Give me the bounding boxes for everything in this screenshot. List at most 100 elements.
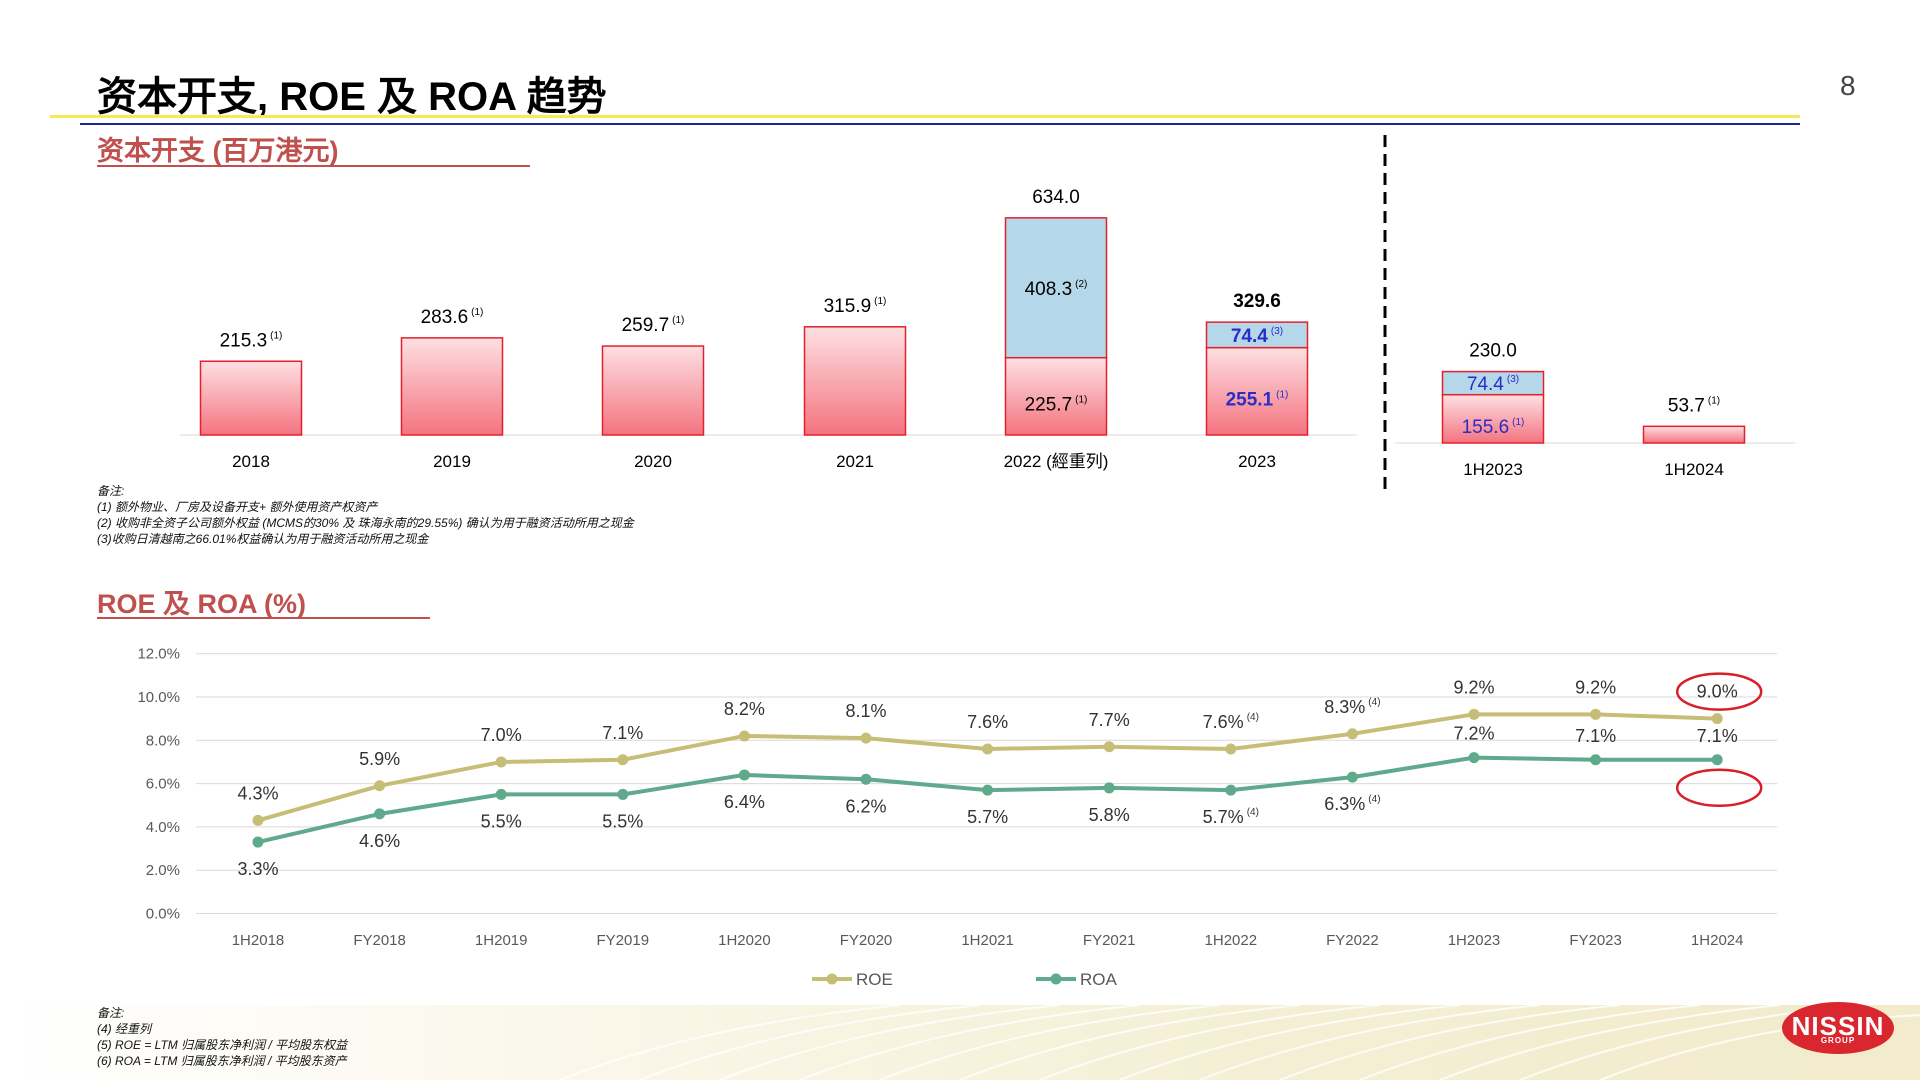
x-tick-label: FY2018 (353, 932, 406, 949)
roe-point (252, 814, 264, 826)
x-tick-label: FY2021 (1083, 932, 1136, 949)
title-underline-navy (80, 123, 1800, 125)
capex-total-label: 230.0 (1469, 341, 1517, 362)
roa-point (1711, 754, 1723, 766)
y-tick-label: 6.0% (146, 776, 180, 793)
capex-note-line: 备注: (97, 484, 125, 498)
capex-section-rule (97, 165, 530, 167)
roe-point (617, 754, 629, 766)
roe-data-label: 8.2% (724, 699, 765, 719)
roe-data-label: 9.2% (1453, 677, 1494, 697)
roe-data-label: 7.1% (602, 723, 643, 743)
roa-data-label: 7.1% (1575, 726, 1616, 746)
capex-bar-segment (1441, 393, 1545, 444)
roa-data-label: 3.3% (237, 859, 278, 879)
roe-data-label: 9.0% (1697, 682, 1738, 702)
logo-text: NISSIN (1791, 1011, 1885, 1041)
roa-data-label: 6.3% (4) (1324, 794, 1380, 814)
x-tick-label: 1H2024 (1691, 932, 1744, 949)
roe-point (1590, 708, 1602, 720)
ratios-note-line: (4) 经重列 (97, 1022, 152, 1036)
capex-total-label: 329.6 (1233, 291, 1281, 312)
capex-bar-segment (1642, 425, 1746, 444)
page-title: 资本开支, ROE 及 ROA 趋势 (97, 75, 607, 119)
capex-segment-label: 155.6 (1) (1462, 417, 1525, 438)
roe-point (374, 780, 386, 792)
capex-category-label: 1H2024 (1664, 460, 1724, 479)
capex-section-title: 资本开支 (百万港元) (97, 136, 339, 166)
capex-bar-segment (400, 337, 504, 436)
roa-data-label: 6.4% (724, 792, 765, 812)
title-underline-yellow (50, 115, 1800, 118)
roa-data-label: 5.7% (4) (1203, 807, 1259, 827)
roa-data-label: 5.7% (967, 807, 1008, 827)
roa-point (1590, 754, 1602, 766)
x-tick-label: 1H2018 (232, 932, 285, 949)
roa-point (738, 769, 750, 781)
capex-bar-segment (803, 326, 907, 436)
legend-swatch-marker (826, 973, 838, 985)
roe-data-label: 7.0% (481, 725, 522, 745)
capex-bar-segment-acquisition (1004, 217, 1108, 359)
roa-point (1225, 784, 1237, 796)
roe-point (495, 756, 507, 768)
roe-data-label: 8.3% (4) (1324, 697, 1380, 717)
capex-total-label: 315.9 (1) (824, 296, 887, 317)
x-tick-label: FY2019 (597, 932, 650, 949)
roa-point (495, 788, 507, 800)
x-tick-label: FY2020 (840, 932, 893, 949)
y-tick-label: 4.0% (146, 819, 180, 836)
ratios-section-rule (97, 617, 430, 619)
capex-category-label: 2020 (634, 452, 672, 471)
roa-series-line (257, 755, 1718, 845)
capex-bar-segment-acquisition (1205, 321, 1309, 349)
roa-highlight-circle (1675, 768, 1763, 808)
capex-note-line: (3)收购日清越南之66.01%权益确认为用于融资活动所用之现金 (97, 532, 429, 546)
capex-note-line: (1) 额外物业、厂房及设备开支+ 额外使用资产权资产 (97, 500, 378, 514)
ratios-note-line: (6) ROA = LTM 归属股东净利润 / 平均股东资产 (97, 1054, 347, 1068)
capex-category-label: 2022 (經重列) (1004, 452, 1109, 471)
capex-notes: 备注: (1) 额外物业、厂房及设备开支+ 额外使用资产权资产 (2) 收购非全… (97, 483, 634, 547)
capex-segment-label: 408.3 (2) (1025, 279, 1088, 300)
roe-point (1468, 708, 1480, 720)
roe-highlight-circle (1675, 672, 1763, 711)
roe-data-label: 7.6% (4) (1203, 712, 1259, 732)
roa-point (252, 836, 264, 848)
roa-data-label: 5.5% (602, 811, 643, 831)
capex-total-label: 215.3 (1) (220, 330, 283, 351)
capex-bar-segment (1004, 356, 1108, 436)
capex-total-label: 259.7 (1) (622, 315, 685, 336)
roa-data-label: 5.5% (481, 811, 522, 831)
x-tick-label: FY2022 (1326, 932, 1379, 949)
capex-segment-label: 225.7 (1) (1025, 394, 1088, 415)
y-tick-label: 8.0% (146, 732, 180, 749)
capex-category-label: 2021 (836, 452, 874, 471)
capex-category-label: 2019 (433, 452, 471, 471)
capex-segment-label: 255.1 (1) (1226, 389, 1289, 410)
roe-data-label: 5.9% (359, 749, 400, 769)
roe-point (982, 743, 994, 755)
capex-total-label: 634.0 (1032, 187, 1080, 208)
roe-data-label: 9.2% (1575, 677, 1616, 697)
x-tick-label: FY2023 (1569, 932, 1622, 949)
ratios-notes: 备注: (4) 经重列 (5) ROE = LTM 归属股东净利润 / 平均股东… (97, 1005, 347, 1069)
capex-category-label: 2023 (1238, 452, 1276, 471)
roe-point (1346, 728, 1358, 740)
capex-category-label: 1H2023 (1463, 460, 1523, 479)
roe-point (1711, 713, 1723, 725)
legend-swatch-marker (1050, 973, 1062, 985)
roa-point (1103, 782, 1115, 794)
footer-wave-pattern (559, 1005, 1920, 1080)
roa-data-label: 7.1% (1697, 726, 1738, 746)
capex-bar-segment (601, 345, 705, 436)
legend-label: ROE (856, 970, 893, 989)
x-tick-label: 1H2022 (1205, 932, 1258, 949)
ratios-note-line: 备注: (97, 1006, 125, 1020)
nissin-logo: NISSIN GROUP (1782, 1002, 1894, 1054)
y-tick-label: 12.0% (137, 646, 180, 663)
capex-bar-segment (199, 360, 303, 436)
roa-point (1346, 771, 1358, 783)
roa-point (617, 788, 629, 800)
